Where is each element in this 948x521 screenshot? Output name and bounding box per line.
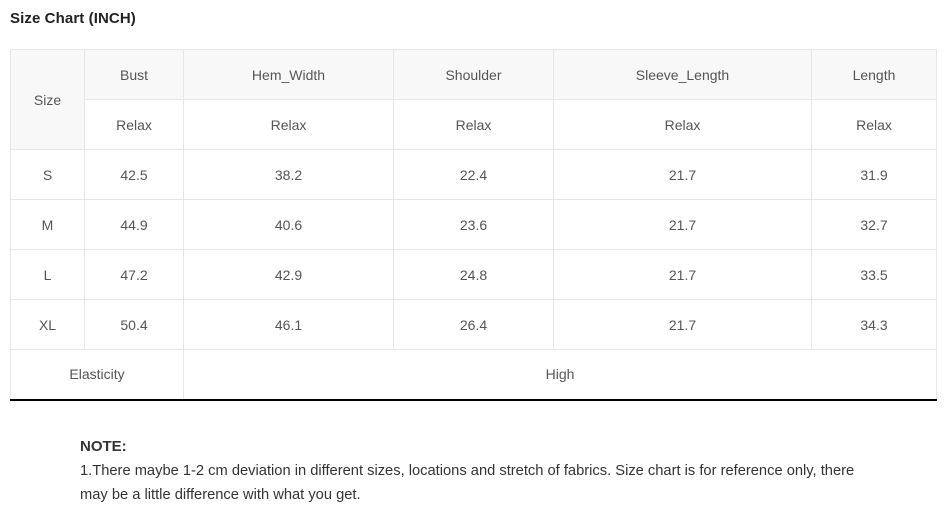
header-cell-bust: Bust — [84, 49, 184, 100]
header-row-fit: Relax Relax Relax Relax Relax — [11, 99, 937, 150]
fit-cell-length: Relax — [811, 99, 937, 150]
header-cell-hem-width: Hem_Width — [183, 49, 394, 100]
header-cell-size: Size — [10, 49, 85, 150]
fit-cell-shoulder: Relax — [393, 99, 554, 150]
value-cell: 42.9 — [183, 249, 394, 300]
value-cell: 21.7 — [553, 199, 812, 250]
value-cell: 44.9 — [84, 199, 184, 250]
value-cell: 26.4 — [393, 299, 554, 350]
size-chart-table: Size Bust Hem_Width Shoulder Sleeve_Leng… — [10, 49, 937, 401]
value-cell: 46.1 — [183, 299, 394, 350]
value-cell: 21.7 — [553, 299, 812, 350]
note-text: 1.There maybe 1-2 cm deviation in differ… — [80, 463, 855, 503]
fit-cell-hem-width: Relax — [183, 99, 394, 150]
value-cell: 21.7 — [553, 149, 812, 200]
size-label-cell: XL — [10, 299, 85, 350]
elasticity-label-cell: Elasticity — [10, 349, 184, 401]
value-cell: 38.2 — [183, 149, 394, 200]
value-cell: 34.3 — [811, 299, 937, 350]
value-cell: 32.7 — [811, 199, 937, 250]
value-cell: 31.9 — [811, 149, 937, 200]
table-row-size-m: M 44.9 40.6 23.6 21.7 32.7 — [10, 199, 937, 250]
value-cell: 22.4 — [393, 149, 554, 200]
note-heading: NOTE: — [80, 438, 127, 455]
elasticity-row: Elasticity High — [10, 349, 937, 401]
table-row-size-xl: XL 50.4 46.1 26.4 21.7 34.3 — [10, 299, 937, 350]
value-cell: 21.7 — [553, 249, 812, 300]
value-cell: 42.5 — [84, 149, 184, 200]
value-cell: 47.2 — [84, 249, 184, 300]
header-row-measurements: Size Bust Hem_Width Shoulder Sleeve_Leng… — [10, 49, 937, 150]
header-cell-length: Length — [811, 49, 937, 100]
table-row-size-l: L 47.2 42.9 24.8 21.7 33.5 — [10, 249, 937, 300]
value-cell: 40.6 — [183, 199, 394, 250]
note-section: NOTE: 1.There maybe 1-2 cm deviation in … — [80, 438, 880, 507]
value-cell: 50.4 — [84, 299, 184, 350]
size-label-cell: S — [10, 149, 85, 200]
fit-cell-sleeve-length: Relax — [553, 99, 812, 150]
value-cell: 33.5 — [811, 249, 937, 300]
fit-cell-bust: Relax — [84, 99, 184, 150]
value-cell: 24.8 — [393, 249, 554, 300]
value-cell: 23.6 — [393, 199, 554, 250]
size-label-cell: L — [10, 249, 85, 300]
size-label-cell: M — [10, 199, 85, 250]
elasticity-value-cell: High — [183, 349, 937, 401]
table-row-size-s: S 42.5 38.2 22.4 21.7 31.9 — [10, 149, 937, 200]
header-cell-sleeve-length: Sleeve_Length — [553, 49, 812, 100]
size-chart-title: Size Chart (INCH) — [10, 10, 136, 27]
header-cell-shoulder: Shoulder — [393, 49, 554, 100]
